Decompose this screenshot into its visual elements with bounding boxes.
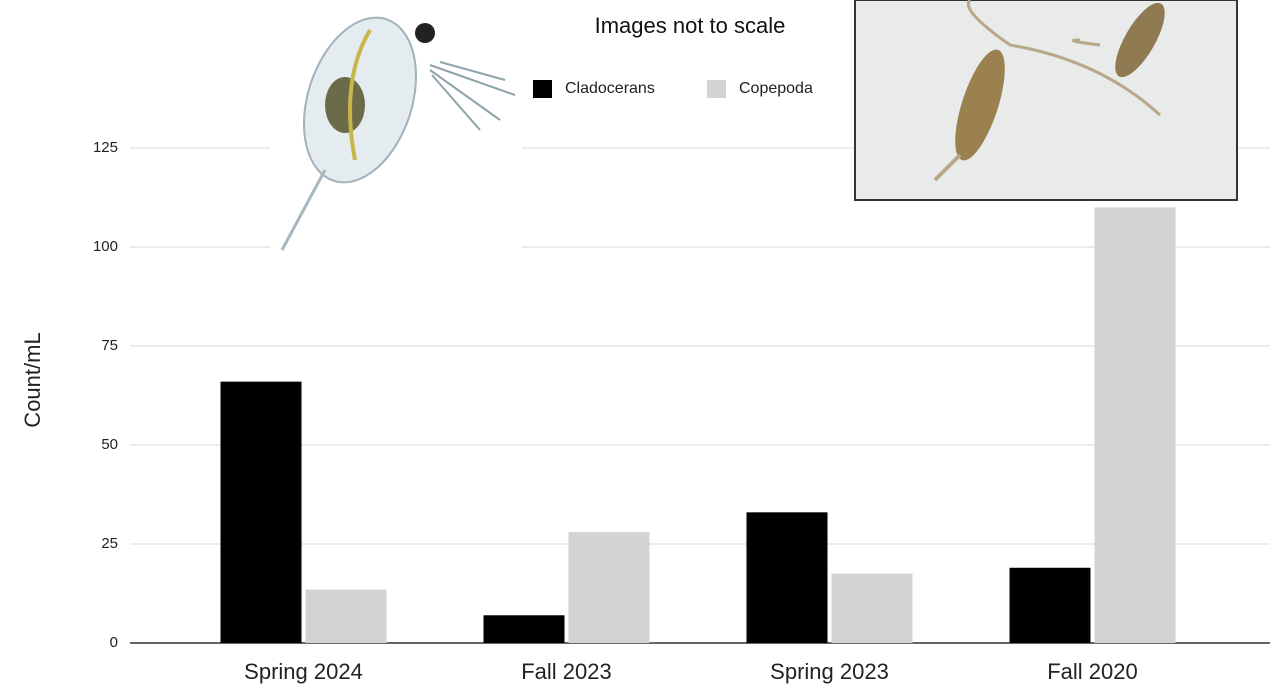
x-tick-label: Fall 2020 <box>1047 659 1138 684</box>
y-tick-label: 0 <box>110 634 118 651</box>
bar <box>483 615 565 643</box>
annotation: Images not to scale <box>594 13 786 38</box>
legend-label: Copepoda <box>739 80 813 97</box>
daphnia-image <box>270 0 522 255</box>
bar <box>746 512 828 643</box>
y-tick-label: 125 <box>93 139 118 156</box>
bar <box>831 573 913 643</box>
bar <box>1094 207 1176 643</box>
y-tick-label: 100 <box>93 238 118 255</box>
x-tick-label: Spring 2024 <box>244 659 363 684</box>
y-tick-label: 50 <box>101 436 118 453</box>
bar <box>1009 567 1091 643</box>
bar <box>220 381 302 643</box>
bars: Spring 2024 Fall 2023 Spring 2023 Fall 2020… <box>220 80 1176 684</box>
legend-label: Cladocerans <box>565 80 655 97</box>
legend-swatch <box>533 80 552 98</box>
y-tick-label: 25 <box>101 535 118 552</box>
bar <box>568 532 650 643</box>
copepod-image <box>854 0 1238 201</box>
y-tick-label: 75 <box>101 337 118 354</box>
y-axis-title: Count/mL <box>20 332 45 427</box>
bar <box>305 589 387 643</box>
x-tick-label: Fall 2023 <box>521 659 612 684</box>
legend-swatch <box>707 80 726 98</box>
x-tick-label: Spring 2023 <box>770 659 889 684</box>
